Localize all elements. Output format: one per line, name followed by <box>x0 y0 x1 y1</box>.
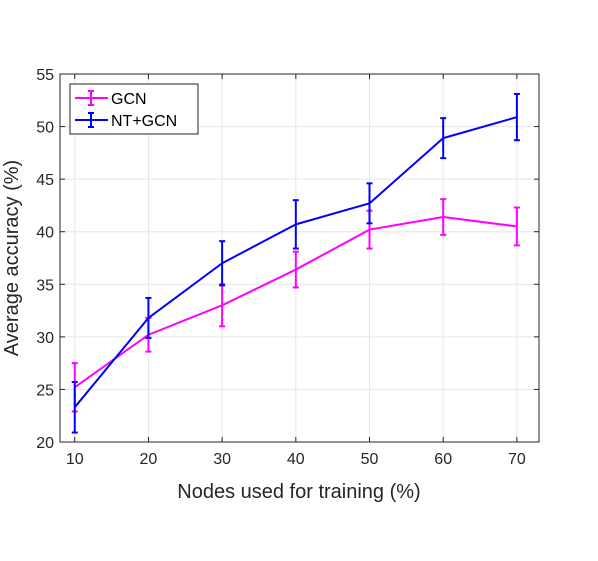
error-bar-nt-gcn <box>292 199 299 250</box>
legend: GCN NT+GCN <box>69 83 199 135</box>
x-tick-label: 20 <box>140 451 158 468</box>
x-tick-label: 30 <box>213 451 231 468</box>
error-bar-nt-gcn <box>366 182 373 225</box>
tick-labels: 10 20 30 40 50 60 70 20 25 30 35 40 45 50 55 <box>36 67 526 468</box>
error-bar-nt-gcn <box>145 296 152 339</box>
x-tick-label: 40 <box>287 451 305 468</box>
legend-label: GCN <box>111 91 147 108</box>
legend-label: NT+GCN <box>111 113 177 130</box>
error-bar-gcn <box>292 250 299 289</box>
x-tick-label: 60 <box>434 451 452 468</box>
series-layer <box>71 92 520 434</box>
y-tick-label: 55 <box>36 67 54 84</box>
ticks <box>60 73 539 443</box>
y-tick-label: 20 <box>36 435 54 452</box>
error-bar-nt-gcn <box>71 381 78 434</box>
error-bar-nt-gcn <box>219 240 226 287</box>
error-bar-gcn <box>513 206 520 247</box>
y-tick-label: 35 <box>36 277 54 294</box>
y-tick-label: 30 <box>36 330 54 347</box>
y-tick-label: 50 <box>36 120 54 137</box>
plot-area <box>60 74 539 442</box>
y-tick-label: 25 <box>36 382 54 399</box>
x-tick-label: 50 <box>361 451 379 468</box>
y-tick-label: 40 <box>36 225 54 242</box>
error-bar-gcn <box>440 198 447 236</box>
x-tick-label: 70 <box>508 451 526 468</box>
y-tick-label: 45 <box>36 172 54 189</box>
x-tick-label: 10 <box>66 451 84 468</box>
y-axis-label: Average accuracy (%) <box>1 160 23 356</box>
error-bar-nt-gcn <box>440 117 447 160</box>
error-bar-nt-gcn <box>513 92 520 142</box>
x-axis-label: Nodes used for training (%) <box>177 481 420 503</box>
legend-entry-nt-gcn: NT+GCN <box>75 112 177 130</box>
legend-entry-gcn: GCN <box>75 90 147 108</box>
plot-frame <box>59 73 540 443</box>
